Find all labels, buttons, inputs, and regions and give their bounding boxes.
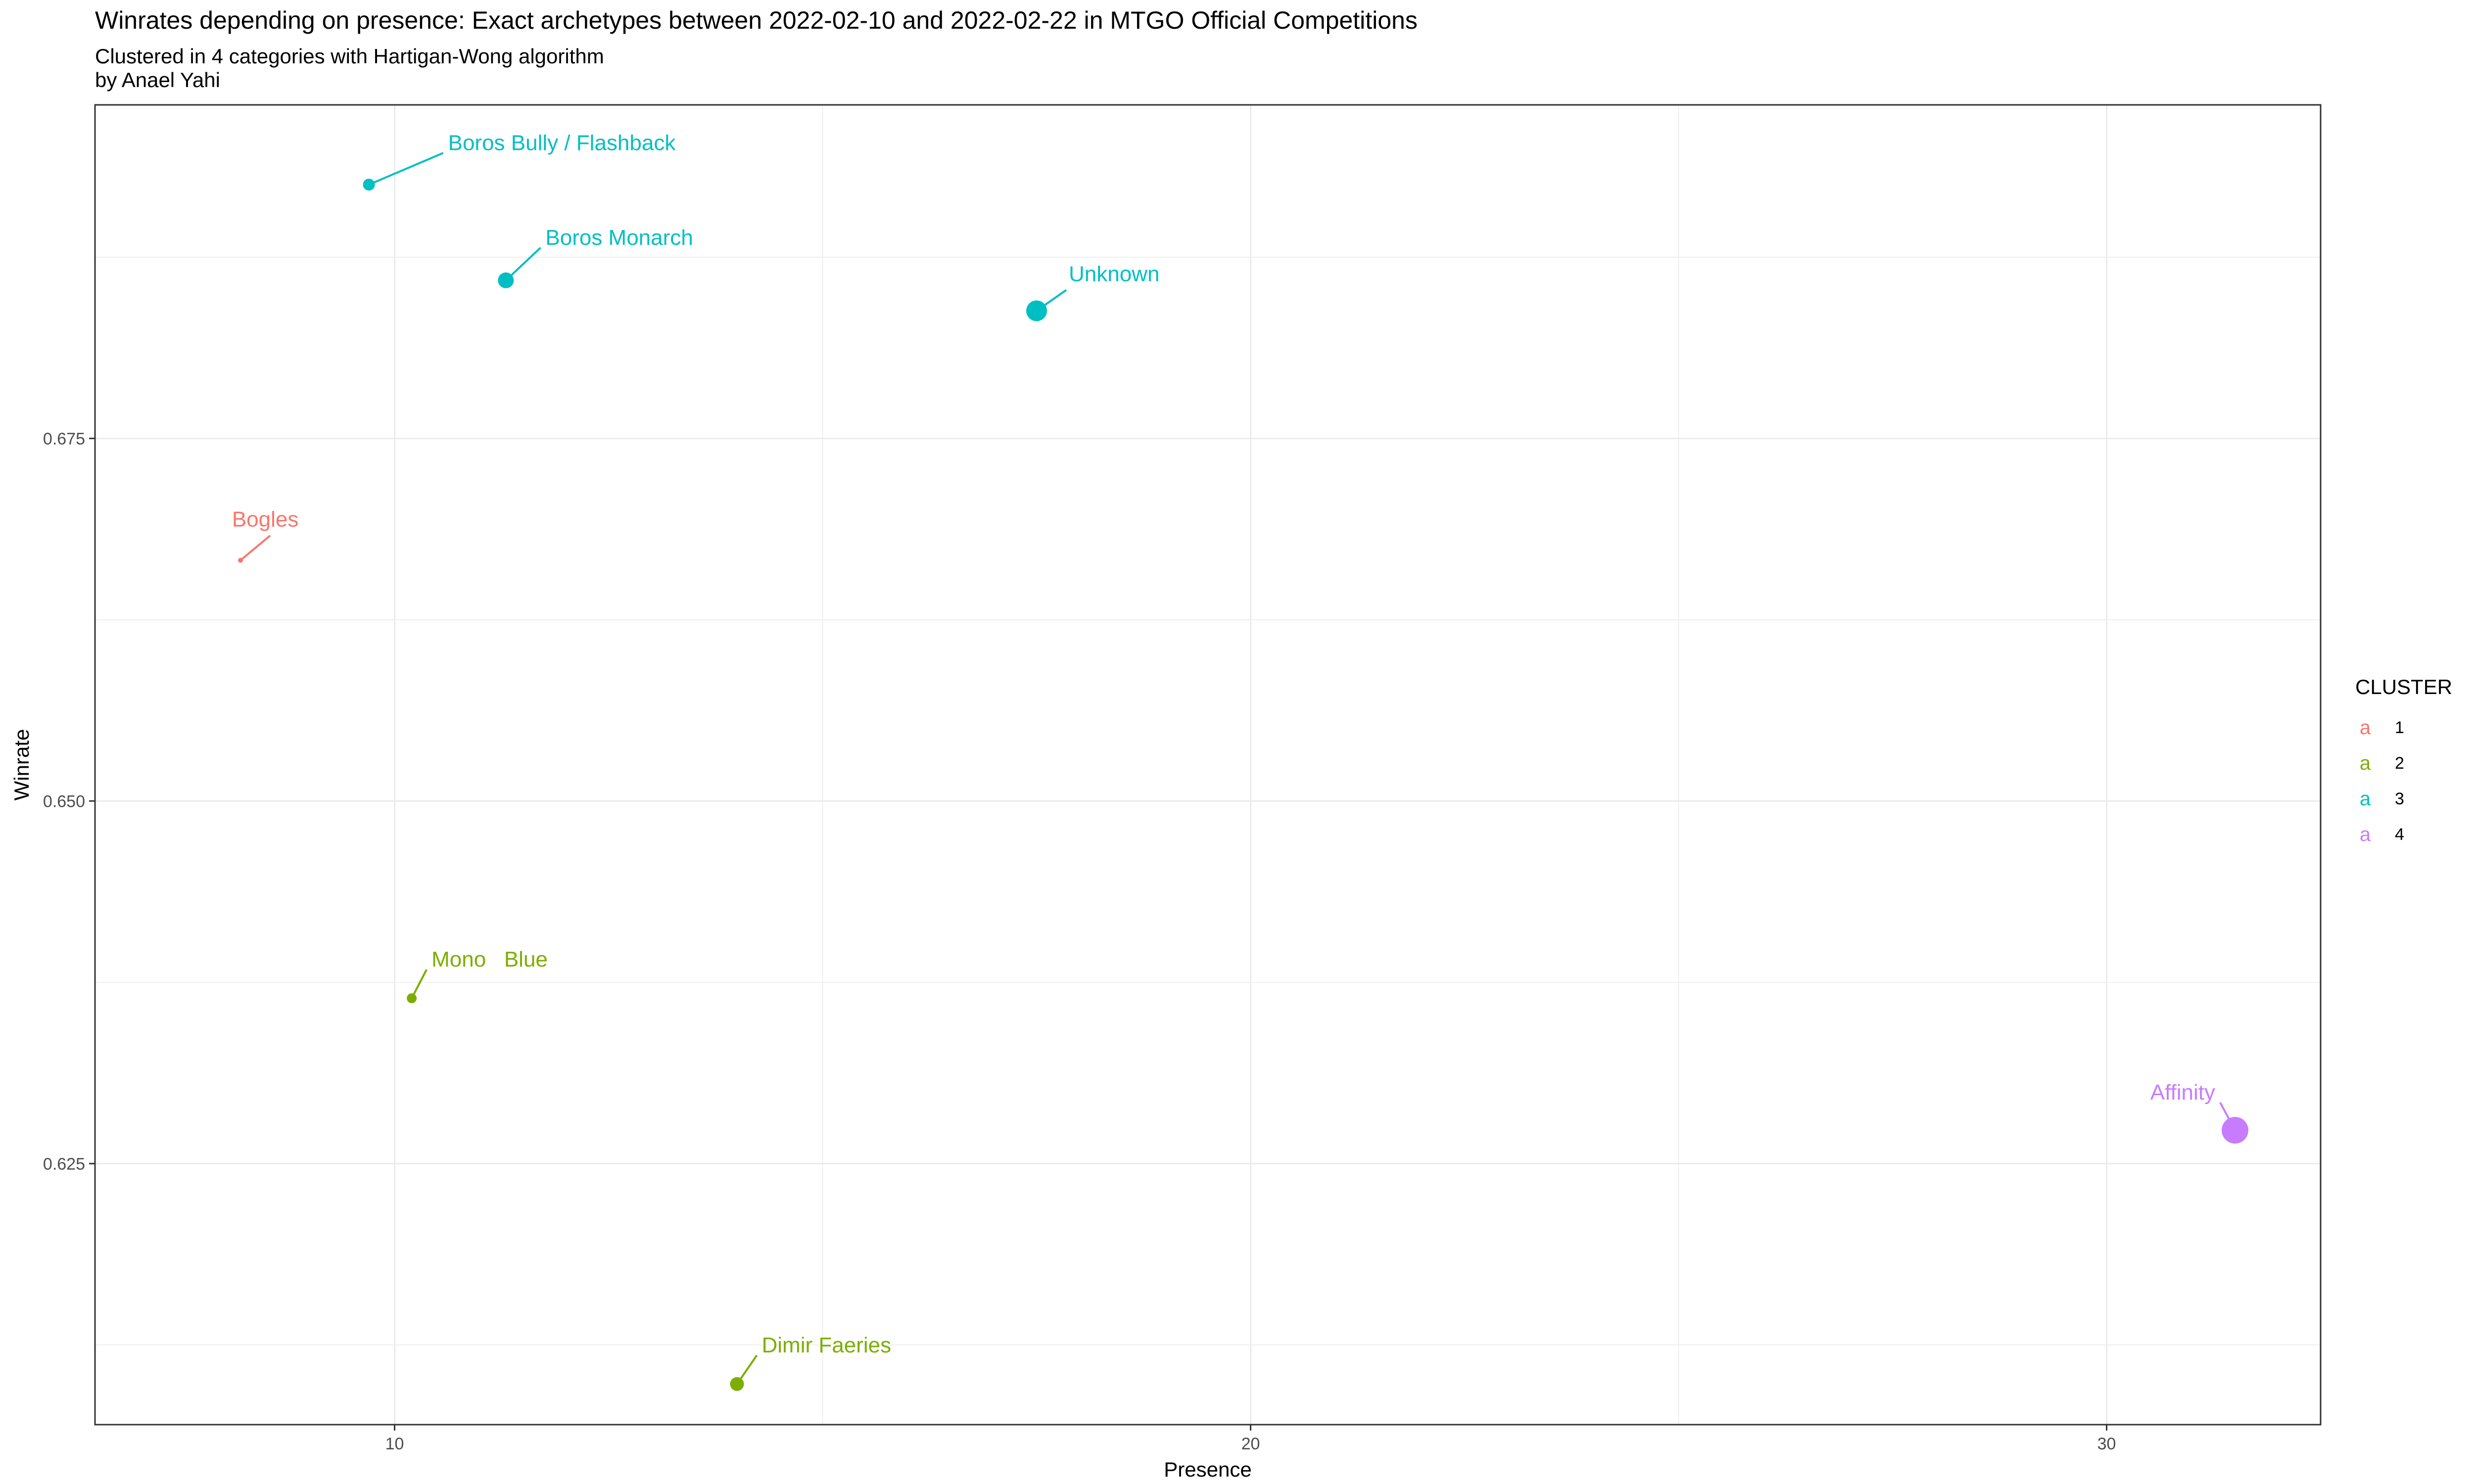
data-point xyxy=(238,557,243,563)
y-tick-label: 0.675 xyxy=(43,429,85,448)
legend-title: CLUSTER xyxy=(2355,675,2453,698)
legend-label: 2 xyxy=(2395,753,2404,773)
legend: CLUSTER a 1 a 2 a 3 a 4 xyxy=(2355,675,2452,852)
data-point xyxy=(498,272,514,288)
legend-label: 4 xyxy=(2395,825,2404,844)
data-point xyxy=(1026,300,1047,322)
legend-item: a 4 xyxy=(2355,817,2452,852)
data-point xyxy=(363,179,375,191)
data-label: Mono Blue xyxy=(431,947,548,972)
legend-item: a 1 xyxy=(2355,710,2452,745)
label-connector xyxy=(505,247,541,281)
label-connector xyxy=(411,969,428,999)
data-label: Affinity xyxy=(2150,1080,2215,1105)
legend-key-icon: a xyxy=(2359,716,2371,739)
legend-item: a 3 xyxy=(2355,781,2452,817)
data-point xyxy=(407,993,417,1004)
legend-label: 1 xyxy=(2395,718,2404,737)
data-labels: Boros Bully / Flashback Boros Monarch Unkn… xyxy=(232,131,2215,1357)
minor-gridlines xyxy=(95,105,2321,1425)
legend-label: 3 xyxy=(2395,789,2404,808)
data-label: Boros Monarch xyxy=(545,226,693,250)
data-label: Dimir Faeries xyxy=(762,1333,892,1357)
legend-key-icon: a xyxy=(2359,752,2371,774)
y-axis-ticks: 0.625 0.650 0.675 xyxy=(43,429,95,1173)
plot-border xyxy=(94,104,2322,1426)
major-gridlines xyxy=(95,105,2321,1425)
legend-items: a 1 a 2 a 3 a 4 xyxy=(2355,710,2452,852)
y-axis-label: Winrate xyxy=(10,729,33,801)
data-point xyxy=(730,1377,744,1391)
label-connector xyxy=(368,152,444,186)
y-tick-label: 0.625 xyxy=(43,1155,85,1173)
plot-panel xyxy=(95,105,2321,1425)
chart-subtitle: Clustered in 4 categories with Hartigan-… xyxy=(95,45,604,68)
chart-title: Winrates depending on presence: Exact ar… xyxy=(95,6,1418,34)
chart-author: by Anael Yahi xyxy=(95,68,220,92)
data-points xyxy=(238,179,2248,1391)
legend-key-icon: a xyxy=(2359,788,2371,810)
x-axis-label: Presence xyxy=(1164,1458,1251,1481)
x-tick-label: 30 xyxy=(2097,1435,2116,1453)
x-tick-label: 20 xyxy=(1241,1435,1260,1453)
data-label: Bogles xyxy=(232,508,299,532)
x-axis-ticks: 10 20 30 xyxy=(385,1425,2116,1453)
y-tick-label: 0.650 xyxy=(43,792,85,811)
legend-item: a 2 xyxy=(2355,745,2452,781)
legend-key-icon: a xyxy=(2359,823,2371,845)
data-label: Unknown xyxy=(1069,262,1159,286)
data-label: Boros Bully / Flashback xyxy=(448,131,676,155)
data-point xyxy=(2222,1116,2248,1144)
label-connector xyxy=(239,535,271,561)
x-tick-label: 10 xyxy=(385,1435,404,1453)
